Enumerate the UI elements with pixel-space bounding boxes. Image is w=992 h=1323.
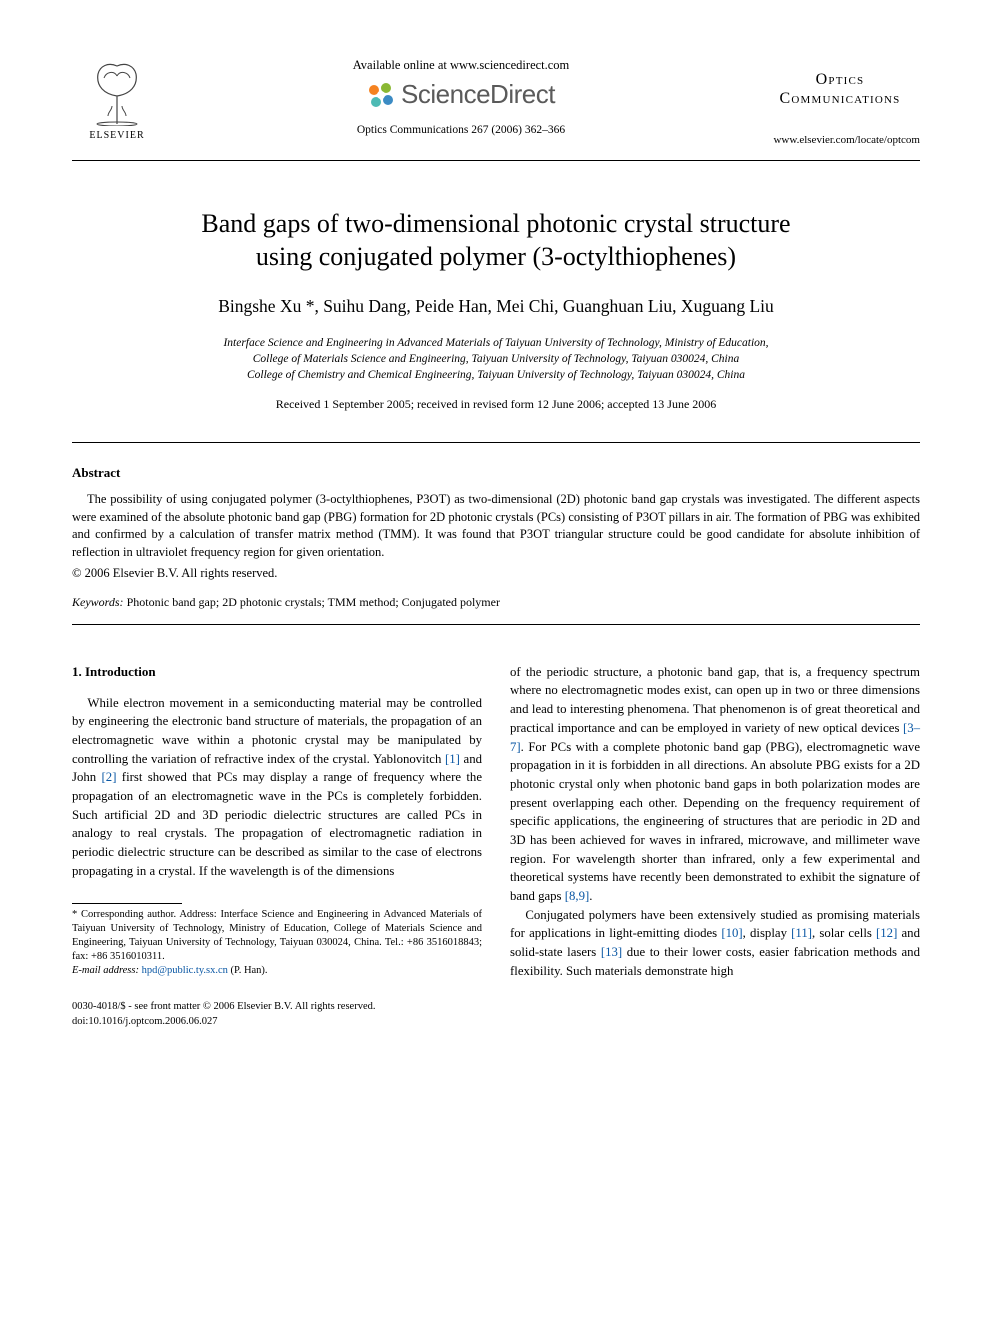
abstract-heading: Abstract [72,465,920,481]
journal-name-line2: Communications [760,89,920,108]
intro-paragraph-1: While electron movement in a semiconduct… [72,694,482,881]
article-title: Band gaps of two-dimensional photonic cr… [72,207,920,274]
title-line-1: Band gaps of two-dimensional photonic cr… [201,209,790,238]
abstract-bottom-rule [72,624,920,625]
cite-8-9[interactable]: [8,9] [565,889,590,903]
p2-frag-c: , solar cells [812,926,876,940]
p2-frag-b: , display [743,926,792,940]
keywords-label: Keywords: [72,595,124,609]
email-suffix: (P. Han). [228,965,268,976]
header-center: Available online at www.sciencedirect.co… [162,52,760,136]
affil-3: College of Chemistry and Chemical Engine… [247,369,745,381]
footer-line-2: doi:10.1016/j.optcom.2006.06.027 [72,1016,218,1027]
journal-brand: Optics Communications www.elsevier.com/l… [760,52,920,146]
p1r-frag-c: . [589,889,592,903]
cite-1[interactable]: [1] [445,752,460,766]
abstract-top-rule [72,442,920,443]
citation-line: Optics Communications 267 (2006) 362–366 [162,124,760,136]
intro-paragraph-1-cont: of the periodic structure, a photonic ba… [510,663,920,906]
affil-1: Interface Science and Engineering in Adv… [223,337,768,349]
authors-line: Bingshe Xu *, Suihu Dang, Peide Han, Mei… [72,296,920,317]
cite-13[interactable]: [13] [601,945,622,959]
cite-11[interactable]: [11] [791,926,812,940]
email-link[interactable]: hpd@public.ty.sx.cn [139,965,228,976]
sciencedirect-logo: ScienceDirect [162,79,760,110]
sciencedirect-text: ScienceDirect [401,79,555,110]
footnote-rule [72,903,182,904]
title-block: Band gaps of two-dimensional photonic cr… [72,207,920,412]
title-line-2: using conjugated polymer (3-octylthiophe… [256,242,736,271]
footnotes: * Corresponding author. Address: Interfa… [72,908,482,979]
keywords-text: Photonic band gap; 2D photonic crystals;… [124,595,500,609]
elsevier-logo: ELSEVIER [72,56,162,156]
keywords-line: Keywords: Photonic band gap; 2D photonic… [72,595,920,610]
cite-10[interactable]: [10] [721,926,742,940]
cite-2[interactable]: [2] [102,770,117,784]
sciencedirect-swirl-icon [367,81,395,109]
corr-marker: * [72,909,81,920]
article-dates: Received 1 September 2005; received in r… [72,397,920,412]
column-left: 1. Introduction While electron movement … [72,663,482,1029]
journal-url: www.elsevier.com/locate/optcom [760,134,920,146]
abstract-text: The possibility of using conjugated poly… [72,491,920,562]
page-header: ELSEVIER Available online at www.science… [72,52,920,156]
journal-name-line1: Optics [760,70,920,89]
section-1-heading: 1. Introduction [72,663,482,682]
abstract-block: Abstract The possibility of using conjug… [72,465,920,610]
header-rule [72,160,920,161]
p1r-frag-a: of the periodic structure, a photonic ba… [510,665,920,735]
intro-paragraph-2: Conjugated polymers have been extensivel… [510,906,920,981]
elsevier-label: ELSEVIER [89,130,144,141]
p1-frag-a: While electron movement in a semiconduct… [72,696,482,766]
corr-text: Corresponding author. Address: Interface… [72,909,482,963]
available-online-text: Available online at www.sciencedirect.co… [162,58,760,73]
p1r-frag-b: . For PCs with a complete photonic band … [510,740,920,903]
front-matter-footer: 0030-4018/$ - see front matter © 2006 El… [72,1000,482,1028]
cite-12[interactable]: [12] [876,926,897,940]
p1-frag-c: first showed that PCs may display a rang… [72,770,482,877]
body-columns: 1. Introduction While electron movement … [72,663,920,1029]
affil-2: College of Materials Science and Enginee… [253,353,739,365]
elsevier-tree-icon [84,56,150,126]
footer-line-1: 0030-4018/$ - see front matter © 2006 El… [72,1001,375,1012]
column-right: of the periodic structure, a photonic ba… [510,663,920,1029]
email-label: E-mail address: [72,965,139,976]
abstract-copyright: © 2006 Elsevier B.V. All rights reserved… [72,566,920,581]
affiliations: Interface Science and Engineering in Adv… [72,335,920,383]
